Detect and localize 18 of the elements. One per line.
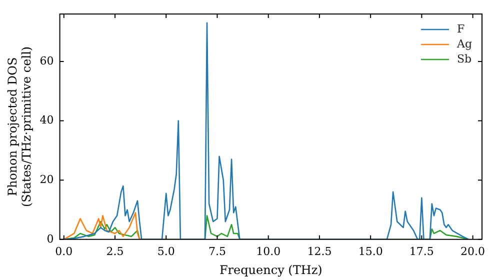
x-tick-label: 5.0 — [157, 244, 175, 258]
y-tick-label: 20 — [40, 172, 54, 186]
x-tick-label: 15.0 — [358, 244, 383, 258]
x-tick-label: 2.5 — [106, 244, 124, 258]
legend-label: Sb — [457, 52, 472, 66]
x-axis-title: Frequency (THz) — [219, 262, 322, 277]
y-tick-label: 0 — [46, 232, 54, 246]
y-tick-label: 60 — [40, 54, 54, 68]
y-tick-label: 40 — [40, 114, 54, 127]
x-tick-label: 12.5 — [307, 244, 332, 258]
x-tick-label: 10.0 — [256, 244, 281, 258]
legend-label: F — [457, 22, 466, 36]
x-tick-label: 0.0 — [55, 244, 73, 258]
legend-label: Ag — [456, 37, 472, 50]
y-axis-title: Phonon projected DOS (States/THz·primitive cell) — [5, 46, 34, 208]
x-tick-label: 7.5 — [208, 244, 226, 258]
x-tick-label: 20.0 — [460, 244, 486, 258]
x-tick-label: 17.5 — [409, 244, 434, 258]
